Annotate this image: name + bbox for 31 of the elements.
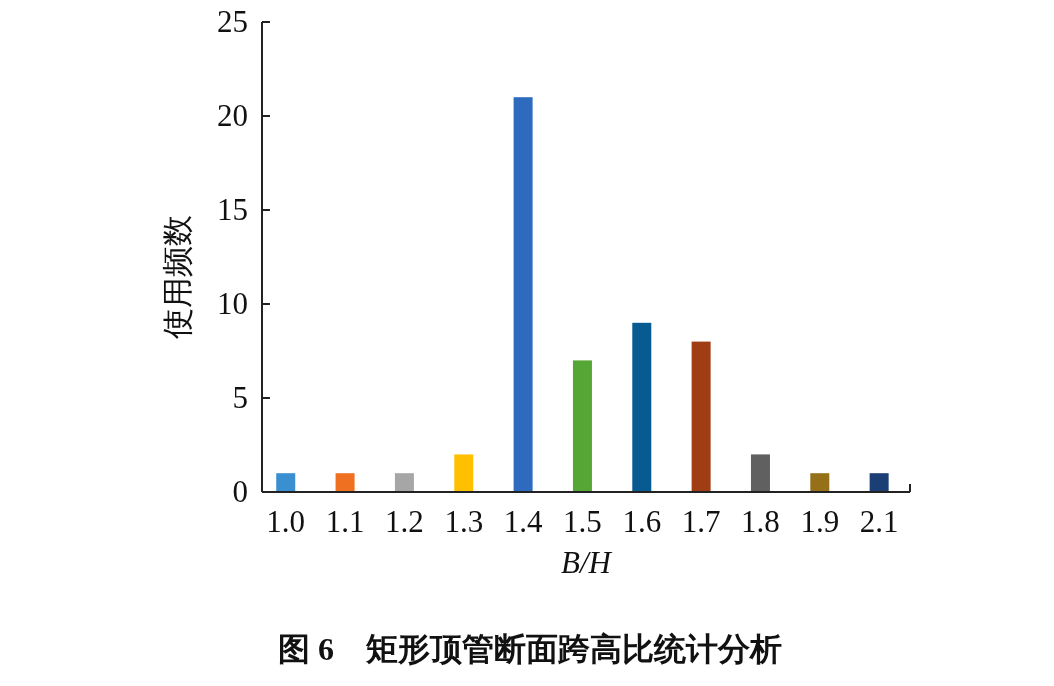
- bar: [691, 341, 711, 492]
- y-tick-label: 20: [217, 98, 248, 133]
- x-tick-label: 1.8: [741, 504, 780, 539]
- x-tick-label: 1.1: [325, 504, 365, 539]
- y-tick-label: 0: [232, 474, 248, 509]
- x-tick-label: 1.7: [681, 504, 721, 539]
- bar: [632, 322, 652, 492]
- text: 图 6 矩形顶管断面跨高比统计分析: [278, 631, 782, 667]
- y-tick-label: 5: [232, 380, 248, 415]
- x-tick-label: 1.9: [800, 504, 840, 539]
- bar: [454, 454, 474, 492]
- x-tick-label: 1.0: [266, 504, 306, 539]
- x-axis-title: B/H: [561, 545, 613, 580]
- y-tick-label: 10: [217, 286, 248, 321]
- bar: [750, 454, 770, 492]
- bar: [572, 360, 592, 492]
- bar: [869, 473, 889, 492]
- x-tick-label: 1.4: [503, 504, 543, 539]
- x-tick-label: 1.6: [622, 504, 662, 539]
- bar: [276, 473, 296, 492]
- y-tick-label: 25: [217, 4, 248, 39]
- x-tick-label: 1.2: [385, 504, 424, 539]
- x-tick-label: 1.5: [563, 504, 602, 539]
- bar: [335, 473, 355, 492]
- y-tick-label: 15: [217, 192, 248, 227]
- bar: [810, 473, 830, 492]
- y-axis-title: 使用频数: [160, 215, 195, 339]
- x-tick-label: 1.3: [444, 504, 484, 539]
- x-tick-label: 2.1: [859, 504, 899, 539]
- bar: [394, 473, 414, 492]
- bar: [513, 97, 533, 492]
